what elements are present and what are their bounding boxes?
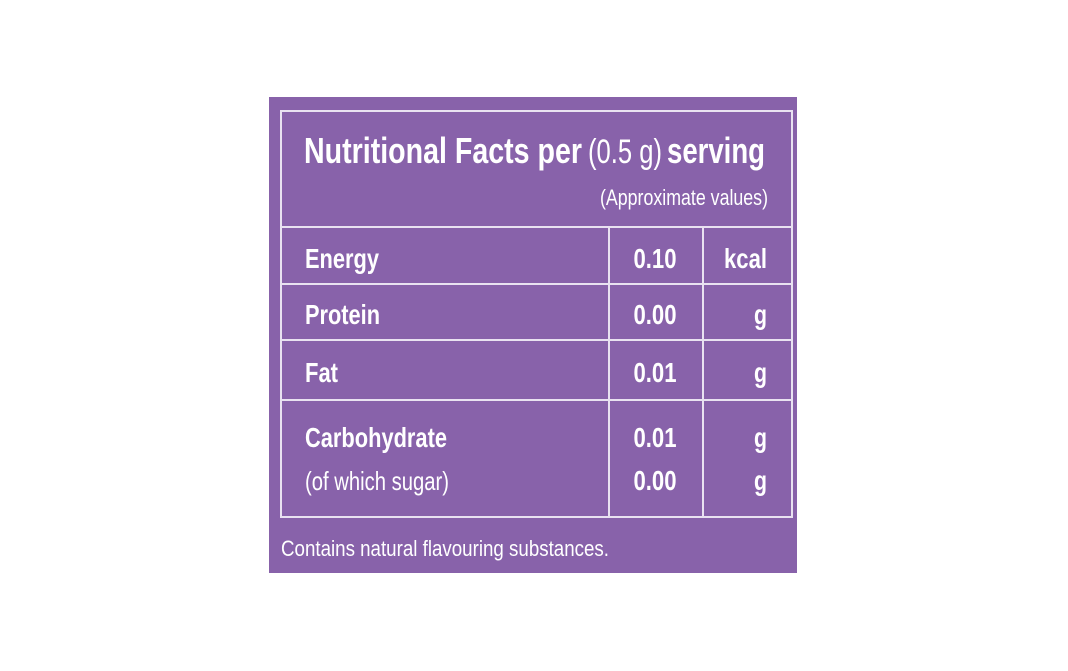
subtitle: (Approximate values) xyxy=(600,185,768,210)
row-unit: g xyxy=(754,299,767,330)
row-label: Carbohydrate xyxy=(305,422,447,453)
row-value: 0.01 xyxy=(634,357,677,388)
row-label: Protein xyxy=(305,299,380,330)
row-unit: g xyxy=(754,357,767,388)
row-value: 0.00 xyxy=(634,299,677,330)
row-value: 0.01 xyxy=(634,422,677,453)
row-unit: g xyxy=(754,465,767,496)
row-value: 0.10 xyxy=(634,243,677,274)
table-border xyxy=(280,110,793,518)
row-label: (of which sugar) xyxy=(305,466,449,496)
row-label: Fat xyxy=(305,357,338,388)
row-unit: kcal xyxy=(724,243,767,274)
row-value: 0.00 xyxy=(634,465,677,496)
row-unit: g xyxy=(754,422,767,453)
footer-note: Contains natural flavouring substances. xyxy=(281,536,609,561)
row-label: Energy xyxy=(305,243,379,274)
title-end: serving xyxy=(667,130,765,171)
title: Nutritional Facts per xyxy=(304,130,582,171)
label-panel xyxy=(269,97,797,573)
serving-size: (0.5 g) xyxy=(588,133,662,171)
